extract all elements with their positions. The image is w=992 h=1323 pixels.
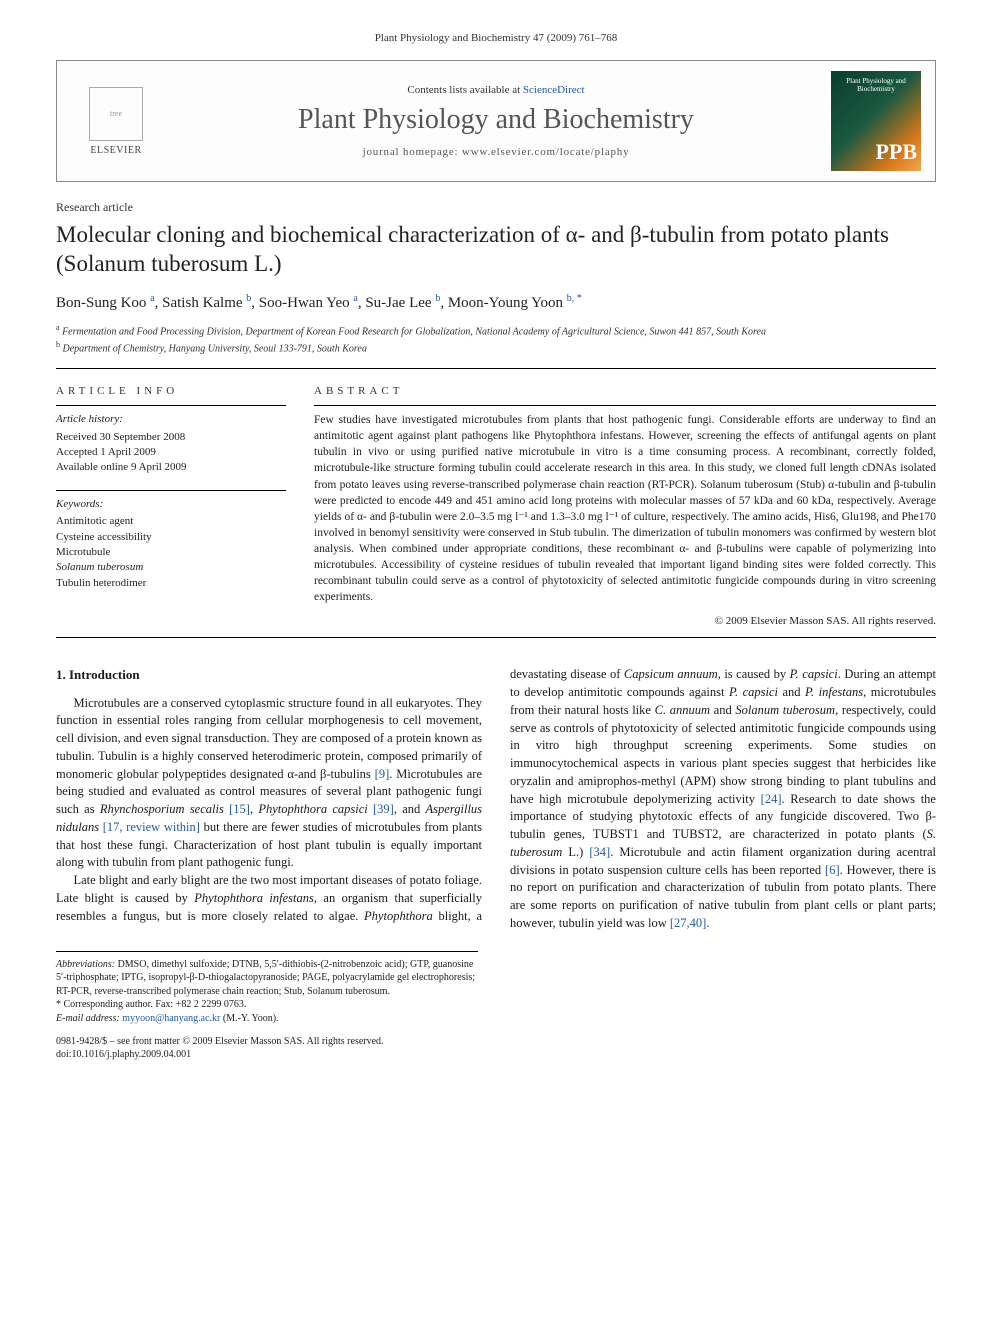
publisher-name: ELSEVIER xyxy=(90,145,141,156)
sciencedirect-link[interactable]: ScienceDirect xyxy=(523,84,585,96)
contents-prefix: Contents lists available at xyxy=(407,84,522,96)
rule-top xyxy=(56,368,936,369)
rule-info xyxy=(56,405,286,406)
history-online: Available online 9 April 2009 xyxy=(56,460,286,475)
intro-para-1: Microtubules are a conserved cytoplasmic… xyxy=(56,695,482,873)
kw-3: Solanum tuberosum xyxy=(56,560,286,575)
affiliation-a-text: Fermentation and Food Processing Divisio… xyxy=(62,326,766,337)
kw-4: Tubulin heterodimer xyxy=(56,576,286,591)
history-received: Received 30 September 2008 xyxy=(56,430,286,445)
affiliation-b-text: Department of Chemistry, Hanyang Univers… xyxy=(63,343,367,354)
cover-small-title: Plant Physiology and Biochemistry xyxy=(835,77,917,93)
history-accepted: Accepted 1 April 2009 xyxy=(56,445,286,460)
abbrev-head: Abbreviations: xyxy=(56,959,115,970)
corresponding-email: E-mail address: myyoon@hanyang.ac.kr (M.… xyxy=(56,1012,478,1026)
doi-line: doi:10.1016/j.plaphy.2009.04.001 xyxy=(56,1048,936,1061)
abstract-copyright: © 2009 Elsevier Masson SAS. All rights r… xyxy=(314,615,936,627)
elsevier-tree-icon: tree xyxy=(89,87,143,141)
intro-heading: 1. Introduction xyxy=(56,666,482,684)
email-label: E-mail address: xyxy=(56,1013,122,1024)
keywords-head: Keywords: xyxy=(56,497,286,512)
homepage-prefix: journal homepage: xyxy=(363,146,462,158)
affiliations: a Fermentation and Food Processing Divis… xyxy=(56,322,936,357)
doi-block: 0981-9428/$ – see front matter © 2009 El… xyxy=(56,1035,936,1061)
cover-abbrev: PPB xyxy=(875,139,917,165)
journal-cover-thumb: Plant Physiology and Biochemistry PPB xyxy=(831,71,921,171)
author-list: Bon-Sung Koo a, Satish Kalme b, Soo-Hwan… xyxy=(56,293,936,312)
abstract-text: Few studies have investigated microtubul… xyxy=(314,412,936,605)
article-title: Molecular cloning and biochemical charac… xyxy=(56,221,936,279)
journal-title: Plant Physiology and Biochemistry xyxy=(173,104,819,136)
footnotes: Abbreviations: DMSO, dimethyl sulfoxide;… xyxy=(56,951,478,1026)
kw-1: Cysteine accessibility xyxy=(56,530,286,545)
rule-bottom xyxy=(56,637,936,638)
corresponding-author: * Corresponding author. Fax: +82 2 2299 … xyxy=(56,998,478,1012)
kw-0: Antimitotic agent xyxy=(56,514,286,529)
article-info-column: ARTICLE INFO Article history: Received 3… xyxy=(56,375,286,627)
homepage-url[interactable]: www.elsevier.com/locate/plaphy xyxy=(462,146,629,158)
body-two-column: 1. Introduction Microtubules are a conse… xyxy=(56,666,936,932)
journal-homepage: journal homepage: www.elsevier.com/locat… xyxy=(173,146,819,158)
front-matter-line: 0981-9428/$ – see front matter © 2009 El… xyxy=(56,1035,936,1048)
email-suffix: (M.-Y. Yoon). xyxy=(220,1013,278,1024)
abstract-head: ABSTRACT xyxy=(314,385,936,397)
abbreviations: Abbreviations: DMSO, dimethyl sulfoxide;… xyxy=(56,958,478,999)
contents-line: Contents lists available at ScienceDirec… xyxy=(173,84,819,96)
history-head: Article history: xyxy=(56,412,286,427)
journal-masthead: tree ELSEVIER Contents lists available a… xyxy=(56,60,936,182)
affiliation-b: b Department of Chemistry, Hanyang Unive… xyxy=(56,339,936,356)
running-head: Plant Physiology and Biochemistry 47 (20… xyxy=(56,32,936,44)
abstract-column: ABSTRACT Few studies have investigated m… xyxy=(314,375,936,627)
publisher-logo: tree ELSEVIER xyxy=(71,71,161,171)
article-info-head: ARTICLE INFO xyxy=(56,385,286,397)
email-link[interactable]: myyoon@hanyang.ac.kr xyxy=(122,1013,220,1024)
article-type: Research article xyxy=(56,200,936,215)
affiliation-a: a Fermentation and Food Processing Divis… xyxy=(56,322,936,339)
corr-text: Corresponding author. Fax: +82 2 2299 07… xyxy=(61,999,246,1010)
rule-abs xyxy=(314,405,936,406)
abbrev-text: DMSO, dimethyl sulfoxide; DTNB, 5,5′-dit… xyxy=(56,959,475,997)
kw-2: Microtubule xyxy=(56,545,286,560)
rule-keywords xyxy=(56,490,286,491)
